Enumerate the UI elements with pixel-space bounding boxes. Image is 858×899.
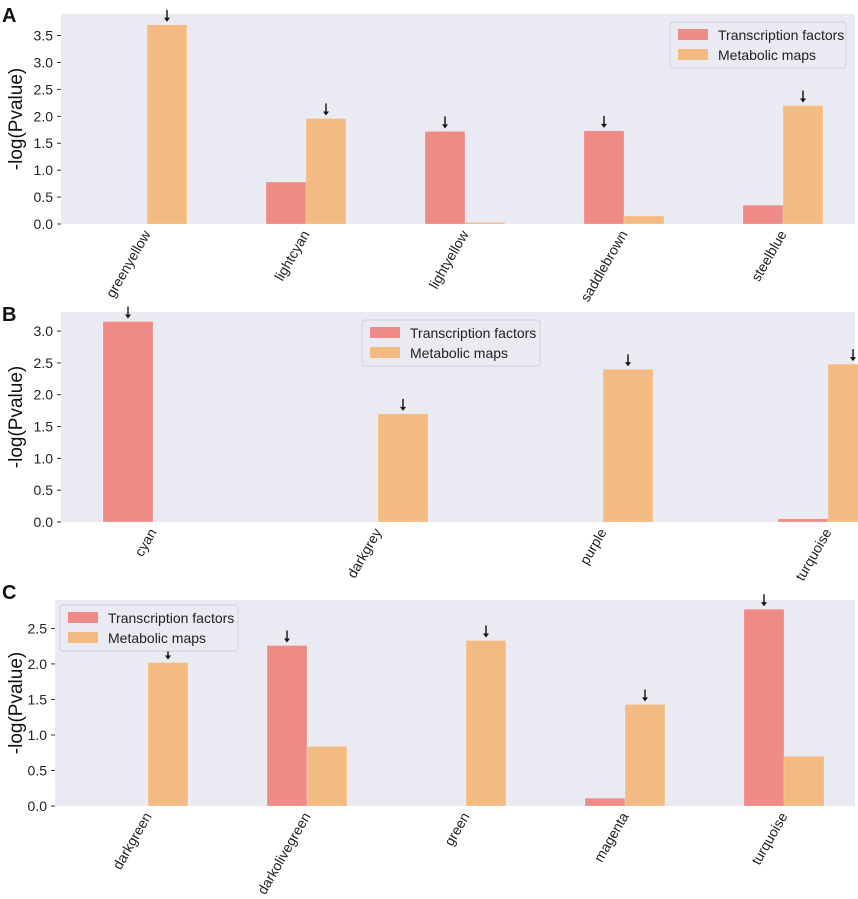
significance-arrow-icon: [800, 90, 806, 103]
significance-arrow-icon: [323, 103, 329, 116]
y-tick-label: 2.0: [34, 387, 54, 403]
y-tick-label: 2.5: [28, 620, 48, 636]
y-tick-label: 1.0: [28, 727, 48, 743]
x-tick-label: greenyellow: [102, 227, 154, 300]
panel-label: B: [2, 304, 16, 326]
bar-transcription-darkolivegreen: [266, 645, 308, 807]
legend: Transcription factors Metabolic maps: [361, 319, 541, 367]
bar-metabolic-steelblue: [782, 105, 824, 225]
significance-arrow-icon: [761, 594, 767, 607]
y-tick-label: 1.5: [34, 419, 54, 435]
x-tick-label: darkolivegreen: [254, 810, 314, 898]
bar-transcription-steelblue: [742, 204, 784, 225]
legend-label-transcription: Transcription factors: [718, 27, 844, 43]
bar-transcription-magenta: [584, 797, 626, 807]
bar-transcription-lightcyan: [265, 181, 307, 225]
bar-metabolic-turquoise: [783, 755, 825, 807]
significance-arrow-icon: [642, 689, 648, 702]
y-tick-label: 3.0: [34, 54, 54, 70]
chart-panel-a: A 0.0 0.5 1.0 1.5 2.0 2.5 3.0 3.5 -log(Pvalue) gre…: [2, 5, 855, 304]
significance-arrow-icon: [164, 9, 170, 22]
x-tick-label: purple: [576, 525, 609, 567]
bar-metabolic-darkgreen: [147, 662, 189, 807]
legend: Transcription factors Metabolic maps: [669, 21, 847, 69]
x-tick-label: darkgrey: [344, 526, 385, 581]
x-tick-label: cyan: [131, 526, 160, 560]
y-tick-label: 3.0: [34, 323, 54, 339]
legend-label-metabolic: Metabolic maps: [108, 630, 206, 646]
bar-metabolic-greenyellow: [146, 24, 188, 225]
panel-label: C: [2, 582, 16, 604]
chart-panel-b: B 0.0 0.5 1.0 1.5 2.0 2.5 3.0 -log(Pvalue) cyan da…: [2, 304, 858, 583]
bar-metabolic-magenta: [624, 704, 666, 807]
x-tick-label: turquoise: [792, 525, 835, 583]
legend-swatch-transcription: [370, 327, 400, 338]
x-tick-label: turquoise: [748, 809, 791, 867]
legend-swatch-transcription: [68, 612, 98, 623]
legend-label-transcription: Transcription factors: [410, 325, 536, 341]
y-tick-label: 0.5: [34, 482, 54, 498]
significance-arrow-icon: [625, 354, 631, 367]
significance-arrow-icon: [284, 630, 290, 643]
legend-swatch-transcription: [678, 29, 708, 40]
legend-label-transcription: Transcription factors: [108, 610, 234, 626]
bar-metabolic-purple: [602, 368, 654, 523]
x-tick-label: magenta: [590, 809, 631, 864]
significance-arrow-icon: [483, 625, 489, 638]
x-tick-label: darkgreen: [109, 810, 154, 873]
bar-transcription-lightyellow: [424, 131, 466, 225]
bar-metabolic-saddlebrown: [623, 215, 665, 225]
y-axis-label: -log(Pvalue): [6, 652, 27, 754]
bar-transcription-saddlebrown: [583, 130, 625, 225]
y-tick-label: 0.5: [34, 189, 54, 205]
legend-swatch-metabolic: [68, 632, 98, 643]
y-tick-label: 0.5: [28, 762, 48, 778]
x-tick-label: saddlebrown: [577, 228, 631, 305]
bar-transcription-turquoise: [743, 608, 785, 807]
legend: Transcription factors Metabolic maps: [59, 604, 239, 652]
y-tick-label: 0.0: [34, 216, 54, 232]
y-tick-label: 1.5: [34, 135, 54, 151]
y-tick-label: 3.5: [34, 28, 54, 44]
legend-label-metabolic: Metabolic maps: [410, 345, 508, 361]
y-tick-label: 2.0: [34, 108, 54, 124]
y-tick-label: 0.0: [34, 514, 54, 530]
significance-arrow-icon: [400, 398, 406, 411]
x-tick-label: green: [441, 810, 473, 849]
x-tick-label: lightyellow: [425, 227, 472, 292]
bar-metabolic-turquoise: [827, 363, 858, 523]
significance-arrow-icon: [850, 349, 856, 362]
significance-arrow-icon: [442, 116, 448, 129]
y-tick-label: 0.0: [28, 798, 48, 814]
significance-arrow-icon: [125, 306, 131, 319]
legend-label-metabolic: Metabolic maps: [718, 47, 816, 63]
panel-label: A: [2, 5, 16, 27]
y-tick-label: 2.5: [34, 81, 54, 97]
x-tick-label: steelblue: [748, 227, 790, 284]
y-axis-label: -log(Pvalue): [6, 68, 27, 170]
bar-transcription-cyan: [102, 321, 154, 523]
bar-metabolic-darkgrey: [377, 413, 429, 523]
y-tick-label: 2.0: [28, 656, 48, 672]
legend-swatch-metabolic: [678, 49, 708, 60]
y-tick-label: 2.5: [34, 355, 54, 371]
y-axis-label: -log(Pvalue): [6, 366, 27, 468]
bar-metabolic-green: [465, 640, 507, 807]
legend-swatch-metabolic: [370, 347, 400, 358]
x-tick-label: lightcyan: [271, 228, 312, 284]
bar-transcription-turquoise: [777, 518, 829, 523]
bar-metabolic-lightcyan: [305, 118, 347, 225]
y-tick-label: 1.5: [28, 691, 48, 707]
y-tick-label: 1.0: [34, 450, 54, 466]
y-tick-label: 1.0: [34, 162, 54, 178]
bar-metabolic-darkolivegreen: [306, 746, 348, 807]
bar-metabolic-lightyellow: [464, 222, 506, 225]
significance-arrow-icon: [601, 115, 607, 128]
chart-panel-c: C 0.0 0.5 1.0 1.5 2.0 2.5-log(Pvalue) darkgreen…: [2, 582, 855, 897]
